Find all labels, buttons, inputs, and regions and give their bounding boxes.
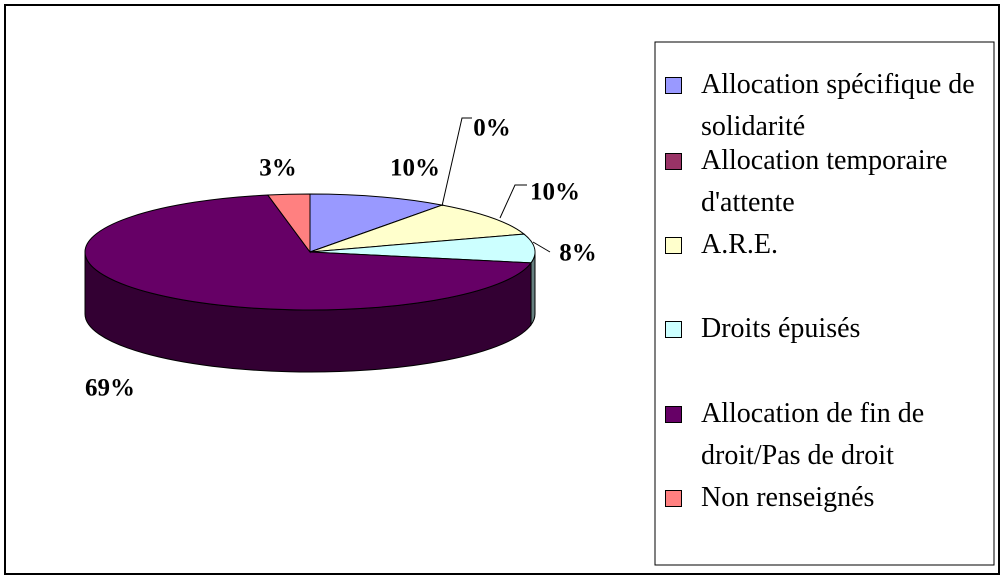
legend-label: Allocation de fin de droit/Pas de droit — [701, 398, 925, 471]
pie-slice — [309, 193, 445, 253]
data-label: 0% — [473, 115, 511, 142]
chart-frame — [4, 4, 1000, 575]
legend-label: Allocation temporaire d'attente — [701, 145, 948, 218]
pie-slice — [309, 233, 536, 264]
legend-swatch — [665, 490, 682, 507]
legend-label: Allocation spécifique de solidarité — [701, 69, 975, 142]
data-label: 69% — [85, 375, 135, 402]
data-label: 3% — [259, 155, 297, 182]
legend-swatch — [665, 406, 682, 423]
leader-line — [441, 117, 472, 207]
legend-swatch — [665, 321, 682, 338]
pie-slice — [309, 204, 526, 253]
legend-box — [654, 41, 995, 566]
pie-side — [530, 251, 536, 327]
legend-swatch — [665, 77, 682, 94]
legend-label: Droits épuisés — [701, 313, 861, 344]
data-label: 8% — [559, 240, 597, 267]
pie-slice — [266, 193, 311, 254]
legend-label: Non renseignés — [701, 482, 875, 513]
data-label: 10% — [530, 179, 580, 206]
leader-line — [499, 184, 527, 219]
legend-swatch — [665, 153, 682, 170]
data-label: 10% — [390, 155, 440, 182]
legend-label: A.R.E. — [701, 229, 778, 260]
pie-slice — [84, 194, 532, 311]
legend-swatch — [665, 237, 682, 254]
leader-line — [532, 241, 551, 253]
